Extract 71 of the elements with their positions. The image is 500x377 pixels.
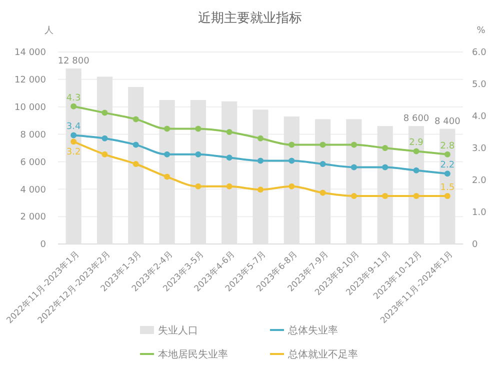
point xyxy=(164,174,170,180)
point xyxy=(70,103,77,110)
point xyxy=(164,151,170,158)
point xyxy=(382,145,388,151)
y2-tick-label: 5.0 xyxy=(472,80,487,90)
data-label: 3.2 xyxy=(66,148,81,158)
point xyxy=(413,193,420,199)
legend-label: 总体就业不足率 xyxy=(287,348,358,360)
point xyxy=(288,183,295,190)
legend-label: 失业人口 xyxy=(158,324,198,336)
y2-tick-label: 3.0 xyxy=(472,144,487,154)
data-label: 8 600 xyxy=(403,114,430,124)
data-label: 4.3 xyxy=(66,93,81,104)
point xyxy=(320,190,326,196)
y-tick-label: 10 000 xyxy=(14,103,46,114)
y2-tick-label: 2.0 xyxy=(472,176,487,186)
point xyxy=(226,183,232,190)
legend-label: 总体失业率 xyxy=(287,324,338,336)
y2-tick-label: 1.0 xyxy=(472,208,487,218)
point xyxy=(320,161,326,167)
point xyxy=(258,186,264,193)
point xyxy=(350,193,357,199)
data-label: 3.4 xyxy=(66,122,81,132)
data-label: 12 800 xyxy=(58,56,90,66)
point xyxy=(350,142,357,148)
point xyxy=(444,170,450,177)
data-label: 2.2 xyxy=(440,160,455,171)
point xyxy=(132,142,139,148)
data-label: 2.9 xyxy=(409,138,424,148)
y2-axis-title: % xyxy=(476,26,486,36)
y-axis-title: 人 xyxy=(44,25,54,36)
point xyxy=(102,110,108,116)
point xyxy=(444,151,450,158)
point xyxy=(288,142,295,148)
legend-label: 本地居民失业率 xyxy=(158,348,228,360)
point xyxy=(288,158,295,164)
point xyxy=(132,116,139,122)
y-tick-label: 4 000 xyxy=(20,185,46,196)
point xyxy=(258,135,264,142)
data-label: 2.8 xyxy=(440,141,455,152)
point xyxy=(226,129,232,135)
point xyxy=(382,193,388,199)
point xyxy=(320,142,326,148)
point xyxy=(102,135,108,142)
point xyxy=(195,126,202,132)
point xyxy=(258,158,264,164)
y-tick-label: 2 000 xyxy=(20,212,46,223)
point xyxy=(195,183,202,190)
point xyxy=(350,164,357,170)
point xyxy=(164,126,170,132)
point xyxy=(70,138,77,145)
y2-tick-label: 0 xyxy=(472,240,478,250)
y-tick-label: 0 xyxy=(40,240,46,250)
data-label: 1.5 xyxy=(440,183,455,193)
point xyxy=(382,164,388,170)
point xyxy=(102,151,108,158)
y-tick-label: 8 000 xyxy=(20,130,46,140)
point xyxy=(226,154,232,161)
point xyxy=(70,132,77,138)
data-label: 8 400 xyxy=(434,116,461,127)
y-tick-label: 14 000 xyxy=(14,48,46,58)
chart-title: 近期主要就业指标 xyxy=(198,10,302,26)
point xyxy=(444,193,450,199)
y2-tick-label: 6.0 xyxy=(472,48,487,58)
point xyxy=(195,151,202,158)
point xyxy=(413,167,420,174)
y-tick-label: 6 000 xyxy=(20,158,46,168)
y-tick-label: 12 000 xyxy=(14,76,46,86)
y2-tick-label: 4.0 xyxy=(472,112,487,122)
point xyxy=(132,161,139,167)
point xyxy=(413,148,420,154)
